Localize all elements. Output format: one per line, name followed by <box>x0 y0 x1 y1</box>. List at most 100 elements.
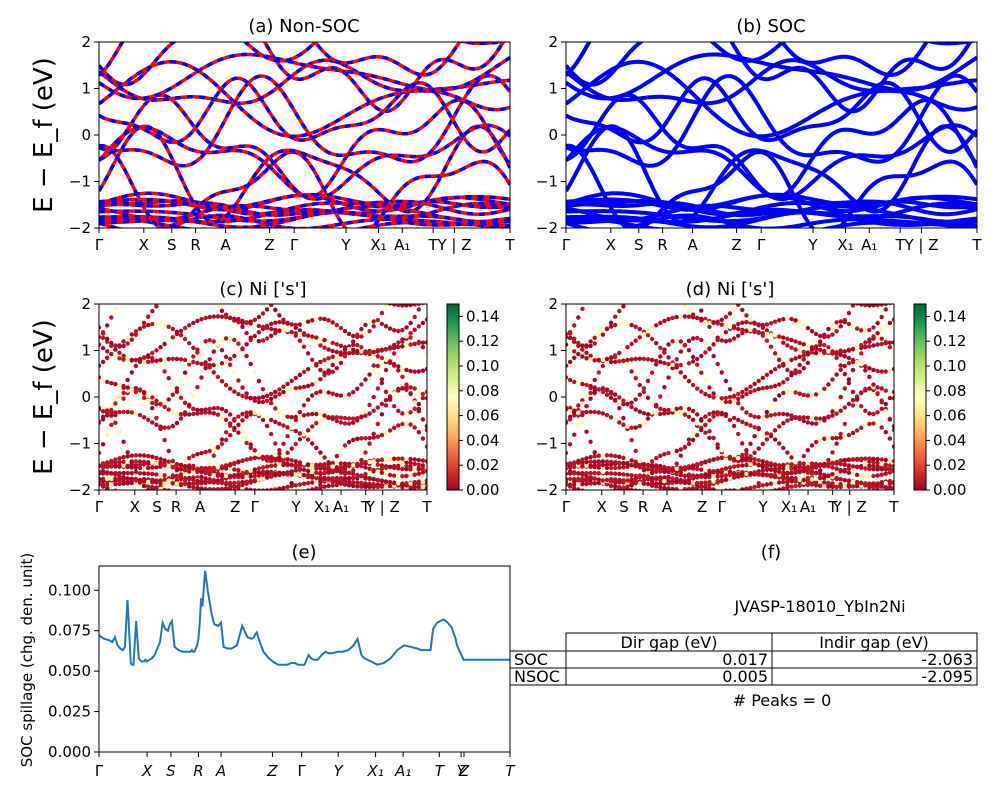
band-dot <box>248 468 253 473</box>
band-dot <box>154 472 159 477</box>
band-dot <box>404 334 409 339</box>
band-dot <box>588 383 593 389</box>
band-dot <box>240 474 245 480</box>
band-dot <box>670 407 675 412</box>
band-dot <box>781 317 786 322</box>
band-dot <box>576 410 581 415</box>
band-dot <box>772 428 778 433</box>
band-dot <box>621 461 626 466</box>
band-dot <box>170 465 175 470</box>
band-dot <box>141 389 147 395</box>
band-line <box>99 199 510 216</box>
band-dot <box>125 341 130 346</box>
band-dot <box>703 430 708 435</box>
band-dot <box>178 378 184 384</box>
band-dot <box>649 468 655 473</box>
band-dot <box>244 391 249 396</box>
band-dot <box>199 450 204 456</box>
band-dot <box>199 486 204 490</box>
band-dot <box>408 456 413 462</box>
band-dot <box>203 486 208 490</box>
band-dot <box>383 398 389 403</box>
band-dot <box>879 484 884 489</box>
colorbar-tick-label: 0.10 <box>466 357 499 375</box>
band-dot <box>367 466 372 471</box>
band-dot <box>256 488 262 490</box>
band-dot <box>334 477 339 483</box>
band-dot <box>608 453 614 458</box>
xtick-label: Γ <box>757 236 766 254</box>
band-dot <box>248 335 253 340</box>
band-dot <box>137 453 143 458</box>
band-dot <box>580 463 585 468</box>
band-dot <box>203 289 207 293</box>
band-dot <box>264 456 270 462</box>
band-dot <box>297 409 303 415</box>
band-dot <box>223 354 229 360</box>
band-dot <box>174 478 180 483</box>
band-dot <box>199 478 204 484</box>
band-dot <box>178 395 184 400</box>
band-dot <box>416 388 421 393</box>
band-dot <box>400 474 405 479</box>
band-dot <box>711 469 716 475</box>
band-dot <box>207 487 212 490</box>
band-dot <box>305 367 311 372</box>
band-dot <box>600 389 606 395</box>
band-dot <box>686 486 692 490</box>
band-dot <box>154 402 159 407</box>
band-dot <box>215 405 221 411</box>
band-dot <box>777 411 782 417</box>
band-dot <box>670 479 675 484</box>
band-dot <box>211 314 216 319</box>
band-dot <box>801 415 806 420</box>
band-dot <box>256 395 262 401</box>
band-dot <box>338 350 344 355</box>
band-dot <box>178 467 184 472</box>
band-dot <box>125 481 130 486</box>
band-dot <box>273 463 278 468</box>
band-dot <box>637 481 642 486</box>
band-dot <box>597 278 601 282</box>
band-dot <box>146 417 151 422</box>
band-dot <box>174 467 180 472</box>
band-dot <box>297 472 303 478</box>
band-dot <box>245 489 248 490</box>
band-dot <box>748 493 752 497</box>
band-dot <box>880 269 884 273</box>
band-dot <box>273 471 278 476</box>
band-dot <box>265 492 269 496</box>
band-dot <box>777 463 782 468</box>
band-dot <box>248 474 253 479</box>
band-dot <box>330 483 335 488</box>
band-dot <box>318 450 323 455</box>
band-dot <box>666 474 671 479</box>
band-dot <box>891 317 894 322</box>
band-dot <box>666 486 671 490</box>
band-dot <box>703 261 707 265</box>
band-dot <box>846 348 852 353</box>
band-dot <box>605 273 609 277</box>
band-dot <box>629 400 634 405</box>
band-dot <box>682 412 688 417</box>
band-dot <box>182 479 188 484</box>
band-dot <box>199 467 204 472</box>
band-dot <box>863 473 868 479</box>
band-dot <box>592 454 597 459</box>
band-dot <box>748 485 753 490</box>
band-dot <box>768 344 774 349</box>
band-dot <box>252 370 257 375</box>
band-dot <box>232 467 237 472</box>
band-dot <box>351 463 356 468</box>
band-dot <box>830 472 835 477</box>
band-dot <box>613 392 618 397</box>
band-dot <box>211 453 216 458</box>
band-dot <box>191 485 196 490</box>
band-dot <box>764 431 770 436</box>
band-dot <box>695 485 700 490</box>
band-dot <box>711 487 716 490</box>
xtick-label: Y | Z <box>365 498 400 516</box>
band-dot <box>334 342 339 347</box>
band-dot <box>641 411 647 416</box>
